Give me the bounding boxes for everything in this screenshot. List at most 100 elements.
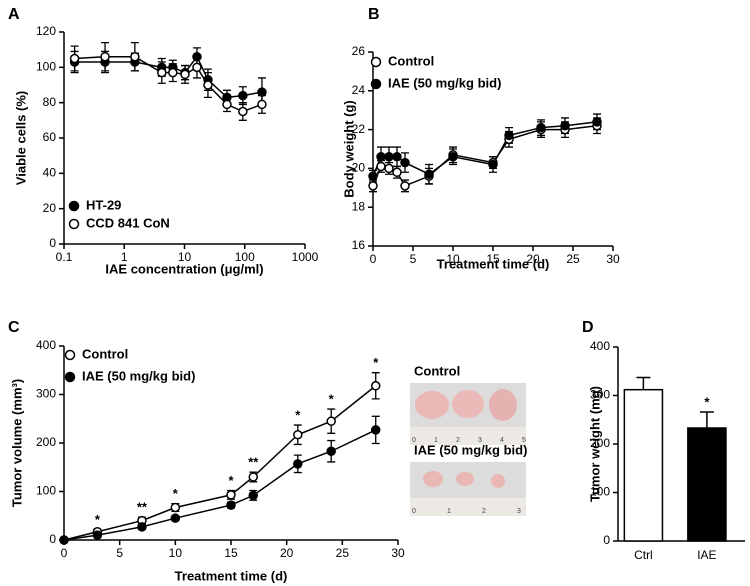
marker — [368, 181, 378, 191]
marker — [400, 181, 410, 191]
marker — [392, 152, 402, 162]
photo-label: Control — [414, 363, 460, 378]
y-tick-label: 200 — [590, 436, 610, 450]
marker — [192, 51, 202, 62]
x-tick-label: 100 — [235, 250, 255, 264]
marker — [592, 117, 602, 127]
significance: * — [329, 391, 335, 406]
x-axis-title: Treatment time (d) — [437, 256, 550, 271]
ruler-number: 3 — [517, 508, 521, 515]
ruler — [410, 498, 526, 516]
x-tick-label: 20 — [280, 546, 294, 560]
x-tick-label: Ctrl — [634, 548, 653, 562]
legend-marker — [64, 349, 76, 361]
y-tick-label: 0 — [603, 533, 610, 547]
x-tick-label: 0 — [370, 252, 377, 266]
marker — [157, 67, 167, 78]
legend-label: Control — [388, 53, 434, 68]
marker — [170, 513, 181, 523]
y-tick-label: 200 — [36, 435, 56, 449]
tumor — [423, 471, 443, 487]
y-tick-label: 20 — [43, 201, 57, 215]
marker — [370, 425, 381, 435]
y-tick-label: 400 — [590, 339, 610, 353]
y-tick-label: 22 — [352, 122, 366, 136]
marker — [226, 490, 236, 500]
panel-label: B — [368, 6, 380, 23]
y-tick-label: 20 — [352, 161, 366, 175]
legend-marker — [68, 218, 80, 230]
marker — [370, 381, 381, 391]
y-axis-title: Tumor weight (mg) — [587, 386, 602, 502]
y-tick-label: 0 — [49, 236, 56, 250]
x-tick-label: IAE — [697, 548, 716, 562]
marker — [257, 99, 267, 110]
y-tick-label: 300 — [36, 387, 56, 401]
marker — [376, 152, 386, 162]
marker — [504, 130, 514, 141]
marker — [248, 472, 259, 482]
y-tick-label: 100 — [590, 485, 610, 499]
marker — [368, 171, 378, 181]
marker — [424, 169, 434, 179]
marker — [59, 535, 69, 545]
x-tick-label: 30 — [606, 252, 620, 266]
marker — [203, 80, 213, 90]
x-tick-label: 10 — [178, 250, 192, 264]
panel-label: C — [8, 319, 20, 336]
marker — [222, 99, 232, 110]
y-tick-label: 300 — [590, 388, 610, 402]
ruler-number: 0 — [412, 508, 416, 515]
marker — [137, 522, 147, 532]
marker — [69, 53, 80, 64]
legend-marker — [370, 56, 382, 68]
marker — [180, 69, 190, 80]
x-tick-label: 0 — [61, 546, 68, 560]
x-tick-label: 10 — [446, 252, 460, 266]
marker — [326, 446, 336, 456]
significance: ** — [137, 500, 148, 515]
bar — [623, 388, 664, 542]
y-tick-label: 400 — [36, 338, 56, 352]
legend-label: HT-29 — [86, 197, 121, 212]
y-tick-label: 100 — [36, 60, 56, 74]
marker — [392, 167, 402, 178]
x-axis-title: IAE concentration (μg/ml) — [105, 261, 263, 276]
ruler-number: 2 — [482, 508, 486, 515]
ruler-number: 4 — [500, 437, 504, 444]
photo-label: IAE (50 mg/kg bid) — [414, 442, 527, 457]
marker — [170, 502, 181, 513]
legend-marker — [370, 78, 382, 90]
y-tick-label: 16 — [352, 238, 366, 252]
marker — [488, 159, 498, 170]
x-tick-label: 25 — [336, 546, 350, 560]
tumor — [415, 391, 449, 419]
significance: * — [704, 394, 710, 409]
marker — [293, 459, 303, 469]
y-tick-label: 18 — [352, 199, 366, 213]
x-tick-label: 30 — [391, 546, 405, 560]
significance: * — [295, 407, 301, 422]
marker — [376, 161, 386, 172]
ruler-number: 2 — [456, 437, 460, 444]
x-tick-label: 1 — [121, 250, 128, 264]
marker — [238, 90, 248, 101]
tumor — [489, 389, 517, 421]
bar — [687, 427, 727, 542]
legend-label: CCD 841 CoN — [86, 215, 170, 230]
y-tick-label: 100 — [36, 484, 56, 498]
ruler-number: 1 — [447, 508, 451, 515]
marker — [560, 120, 570, 131]
marker — [536, 122, 546, 133]
photo-iae — [410, 462, 526, 516]
x-axis-title: Treatment time (d) — [175, 568, 288, 583]
panel-label: D — [582, 319, 594, 336]
error-bar — [636, 376, 651, 390]
legend-marker — [68, 200, 80, 212]
tumor — [456, 472, 474, 486]
y-tick-label: 80 — [43, 95, 57, 109]
y-tick-label: 40 — [43, 166, 57, 180]
significance: * — [173, 486, 179, 501]
significance: ** — [248, 455, 259, 470]
